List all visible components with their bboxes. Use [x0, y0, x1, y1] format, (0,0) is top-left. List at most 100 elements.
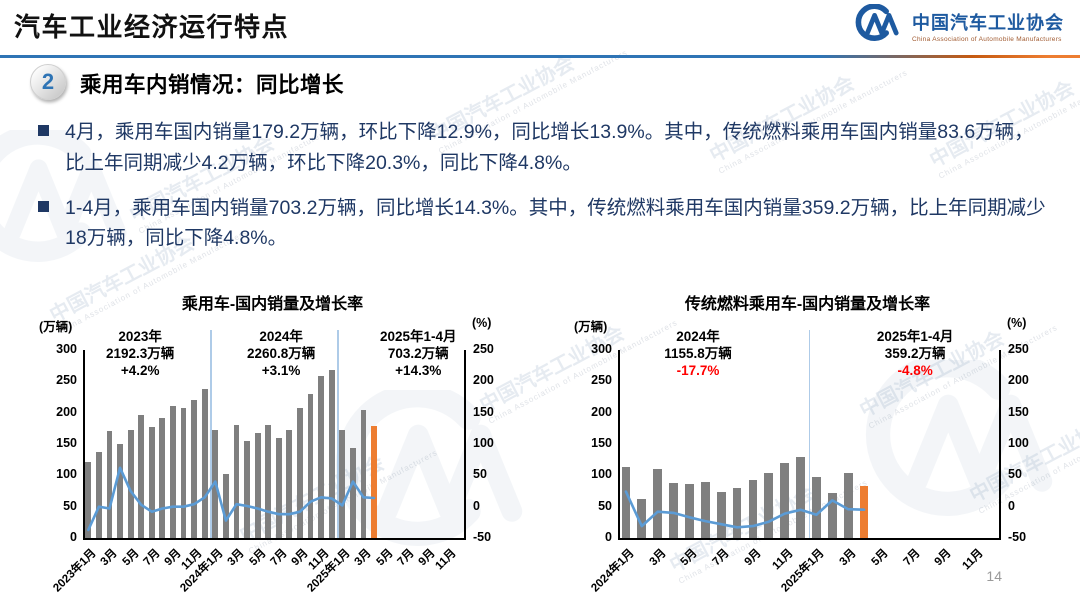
bar — [297, 408, 303, 538]
bar — [275, 438, 282, 538]
annotation-line: 2025年1-4月 — [379, 329, 457, 344]
chart-title: 传统燃料乘用车-国内销量及增长率 — [684, 296, 931, 313]
annotation-line: 703.2万辆 — [387, 346, 449, 361]
bar — [669, 482, 678, 538]
annotation-line: 2260.8万辆 — [246, 346, 316, 361]
page-number: 14 — [986, 568, 1002, 584]
y-tick-label-right: 150 — [473, 404, 494, 419]
year-separator — [337, 330, 339, 538]
y-tick-label-right: 150 — [1008, 404, 1029, 419]
y-tick-label-right: 200 — [473, 373, 494, 388]
y-tick-label: 150 — [56, 436, 77, 450]
bar — [180, 408, 187, 538]
y-tick-label: 50 — [598, 498, 612, 513]
right-axis-line — [999, 350, 1001, 538]
caam-logo-icon — [845, 3, 905, 47]
bar — [117, 444, 123, 538]
chart-annotation: 2025年1-4月 359.2万辆 -4.8% — [845, 328, 985, 379]
bar — [764, 473, 774, 538]
bar — [685, 484, 694, 538]
bar — [307, 393, 314, 538]
bar — [191, 399, 198, 538]
annotation-line: 2025年1-4月 — [876, 329, 954, 344]
bar — [859, 485, 869, 538]
charts-row: 乘用车-国内销量及增长率 (万辆) (%) 300 250 200 150 100 50 0 250… — [0, 288, 1080, 600]
section-title: 乘用车内销情况：同比增长 — [80, 73, 345, 97]
annotation-line: +3.1% — [261, 363, 301, 378]
bar — [201, 389, 208, 538]
chart-annotation: 2024年 2260.8万辆 +3.1% — [211, 328, 351, 379]
y-tick-label: 0 — [605, 530, 612, 544]
header-rule — [0, 55, 1080, 58]
bar — [138, 415, 145, 538]
y-tick-label: 300 — [591, 342, 612, 356]
bullet-text: 1-4月，乘用车国内销量703.2万辆，同比增长14.3%。其中，传统燃料乘用车… — [65, 196, 1046, 250]
x-axis-line — [618, 538, 1001, 540]
annotation-line: -4.8% — [897, 363, 933, 378]
bar — [349, 448, 356, 538]
y-tick-label-right: 0 — [473, 498, 480, 513]
bar — [159, 417, 166, 538]
bar — [95, 451, 102, 538]
y-tick-label-right: 50 — [1008, 467, 1022, 482]
bullet-item: 1-4月，乘用车国内销量703.2万辆，同比增长14.3%。其中，传统燃料乘用车… — [38, 193, 1046, 255]
bar — [621, 467, 631, 538]
bar — [748, 479, 758, 538]
right-axis-unit: (%) — [472, 316, 492, 330]
bullet-list: 4月，乘用车国内销量179.2万辆，环比下降12.9%，同比增长13.9%。其中… — [38, 117, 1046, 268]
logo-name-en: China Association of Automobile Manufact… — [912, 35, 1062, 43]
y-tick-label: 250 — [591, 373, 612, 388]
annotation-line: 2192.3万辆 — [105, 346, 175, 361]
annotation-line: 2024年 — [259, 329, 303, 344]
bar — [328, 370, 335, 538]
bar — [371, 425, 377, 538]
y-axis-line — [83, 350, 85, 538]
y-tick-label-right: -50 — [1008, 530, 1027, 544]
chart-title: 乘用车-国内销量及增长率 — [181, 296, 364, 313]
chart-annotation: 2023年 2192.3万辆 +4.2% — [70, 328, 210, 379]
bar — [254, 433, 261, 538]
left-axis-unit: (万辆) — [39, 320, 73, 334]
bar — [827, 492, 837, 538]
y-tick-label: 250 — [56, 373, 77, 388]
bar — [106, 431, 113, 538]
year-separator — [210, 330, 212, 538]
y-tick-label: 300 — [56, 342, 77, 356]
bar — [212, 429, 219, 538]
y-tick-label: 50 — [63, 498, 77, 513]
y-tick-label-right: 200 — [1008, 373, 1029, 388]
bar — [339, 430, 346, 538]
bar — [812, 477, 821, 538]
bar — [843, 472, 853, 538]
y-tick-label-right: 50 — [473, 467, 487, 482]
right-axis-line — [464, 350, 466, 538]
bullet-square-icon — [38, 125, 49, 136]
annotation-line: +14.3% — [395, 363, 442, 378]
bar — [244, 440, 250, 538]
logo-name-cn: 中国汽车工业协会 — [912, 12, 1064, 33]
y-tick-label-right: 100 — [1008, 436, 1029, 450]
bar — [233, 425, 240, 538]
bar — [360, 409, 367, 538]
y-tick-label: 200 — [56, 404, 77, 419]
y-axis-line — [618, 350, 620, 538]
y-tick-label-right: -50 — [473, 530, 492, 544]
y-tick-label-right: 250 — [473, 342, 494, 356]
x-axis-line — [83, 538, 466, 540]
y-tick-label: 150 — [591, 436, 612, 450]
annotation-line: 1155.8万辆 — [664, 346, 732, 361]
bar — [796, 457, 805, 538]
page-title: 汽车工业经济运行特点 — [14, 12, 290, 42]
y-tick-label-right: 0 — [1008, 498, 1015, 513]
bar — [265, 425, 272, 538]
annotation-line: -17.7% — [676, 363, 720, 378]
left-axis-unit: (万辆) — [574, 320, 608, 334]
year-separator — [808, 330, 810, 538]
annotation-line: 359.2万辆 — [884, 346, 946, 361]
bar — [637, 498, 647, 538]
chart-passenger-car-domestic-sales: 乘用车-国内销量及增长率 (万辆) (%) 300 250 200 150 100 50 0 250… — [25, 288, 520, 598]
bar — [716, 491, 726, 538]
y-tick-label: 100 — [56, 467, 77, 482]
bar — [85, 461, 92, 538]
